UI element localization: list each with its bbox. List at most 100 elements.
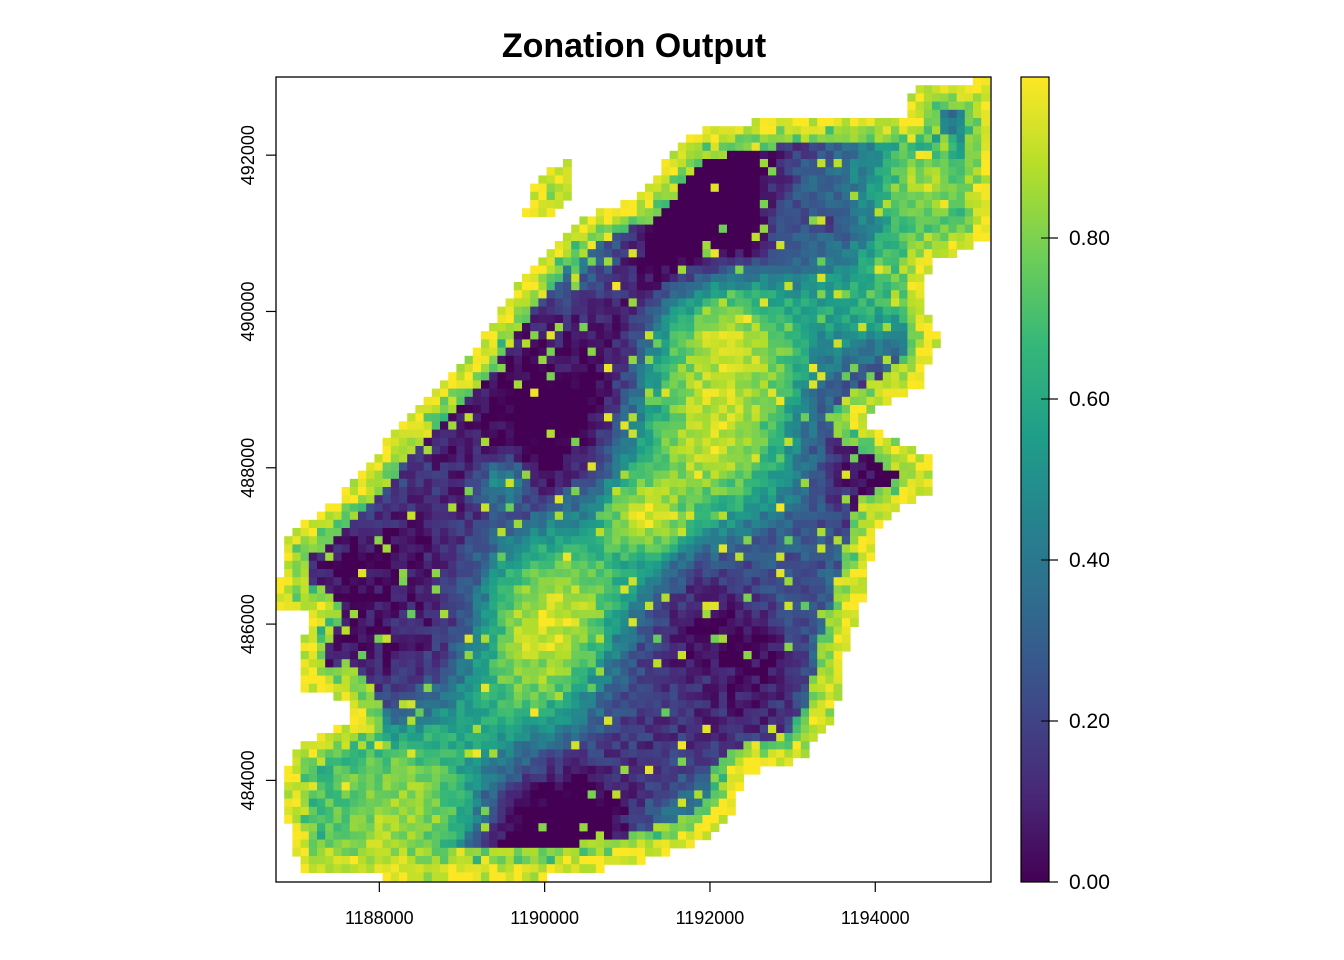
raster-cell [456,380,466,390]
raster-cell [891,462,900,472]
raster-cell [833,626,843,636]
raster-cell [497,683,507,693]
raster-cell [390,692,400,701]
raster-cell [858,569,867,578]
raster-cell [702,618,712,627]
raster-cell [571,798,580,808]
raster-cell [472,601,482,611]
raster-cell [669,700,679,709]
raster-cell [702,314,712,324]
raster-cell [390,446,400,455]
raster-cell [604,437,613,447]
raster-cell [743,741,753,750]
raster-cell [431,708,441,718]
raster-cell [817,396,826,406]
raster-cell [727,323,736,332]
raster-cell [563,634,572,644]
raster-cell [636,790,646,800]
raster-cell [759,134,769,144]
raster-cell [522,749,531,759]
raster-cell [481,544,490,554]
raster-cell [653,265,662,275]
raster-cell [686,749,695,759]
raster-cell [513,437,523,447]
raster-cell [546,544,556,554]
raster-cell [915,331,925,340]
raster-cell [669,503,679,513]
raster-cell [694,749,703,759]
raster-cell [530,437,539,447]
raster-cell [571,339,580,349]
raster-cell [899,478,908,488]
raster-cell [661,249,671,258]
raster-cell [579,692,589,701]
raster-cell [399,634,408,644]
raster-cell [882,355,892,365]
raster-cell [612,495,621,504]
raster-cell [628,413,638,422]
raster-cell [440,536,449,545]
raster-cell [407,544,416,554]
raster-cell [554,446,564,455]
raster-cell [694,175,703,185]
raster-cell [915,208,925,217]
raster-cell [694,134,703,144]
raster-cell [595,388,605,398]
raster-cell [513,323,523,332]
raster-cell [595,651,605,660]
raster-cell [776,585,785,595]
raster-cell [464,741,474,750]
raster-cell [374,675,384,685]
raster-cell [382,601,392,611]
raster-cell [710,298,720,308]
raster-cell [579,429,589,439]
raster-cell [661,429,671,439]
raster-cell [727,798,736,808]
raster-cell [522,429,531,439]
raster-cell [825,134,835,144]
raster-cell [866,544,876,554]
raster-cell [571,593,580,603]
raster-cell [563,601,572,611]
raster-cell [538,306,548,316]
raster-cell [440,454,449,463]
raster-cell [546,175,556,185]
raster-cell [653,388,662,398]
raster-cell [792,446,802,455]
raster-cell [792,150,802,160]
raster-cell [407,470,416,480]
raster-cell [645,593,654,603]
raster-cell [809,511,818,521]
raster-cell [341,733,351,742]
raster-cell [415,519,425,529]
raster-cell [702,511,712,521]
raster-cell [874,314,884,324]
raster-cell [546,741,556,750]
raster-cell [809,331,818,340]
raster-cell [563,651,572,660]
raster-cell [587,241,597,250]
raster-cell [833,216,843,226]
raster-cell [563,610,572,619]
raster-cell [718,478,728,488]
raster-cell [874,372,884,381]
raster-cell [850,544,859,554]
raster-cell [563,569,572,578]
raster-cell [792,273,802,283]
raster-cell [423,774,433,783]
raster-cell [604,314,613,324]
raster-cell [825,511,835,521]
raster-cell [940,93,949,103]
raster-cell [276,577,285,586]
raster-cell [874,232,884,242]
raster-cell [768,552,777,562]
raster-cell [735,626,744,636]
raster-cell [784,298,794,308]
raster-cell [399,421,408,431]
raster-cell [759,642,769,652]
raster-cell [456,560,466,570]
raster-cell [776,421,785,431]
raster-cell [612,273,621,283]
raster-cell [628,437,638,447]
raster-cell [431,692,441,701]
